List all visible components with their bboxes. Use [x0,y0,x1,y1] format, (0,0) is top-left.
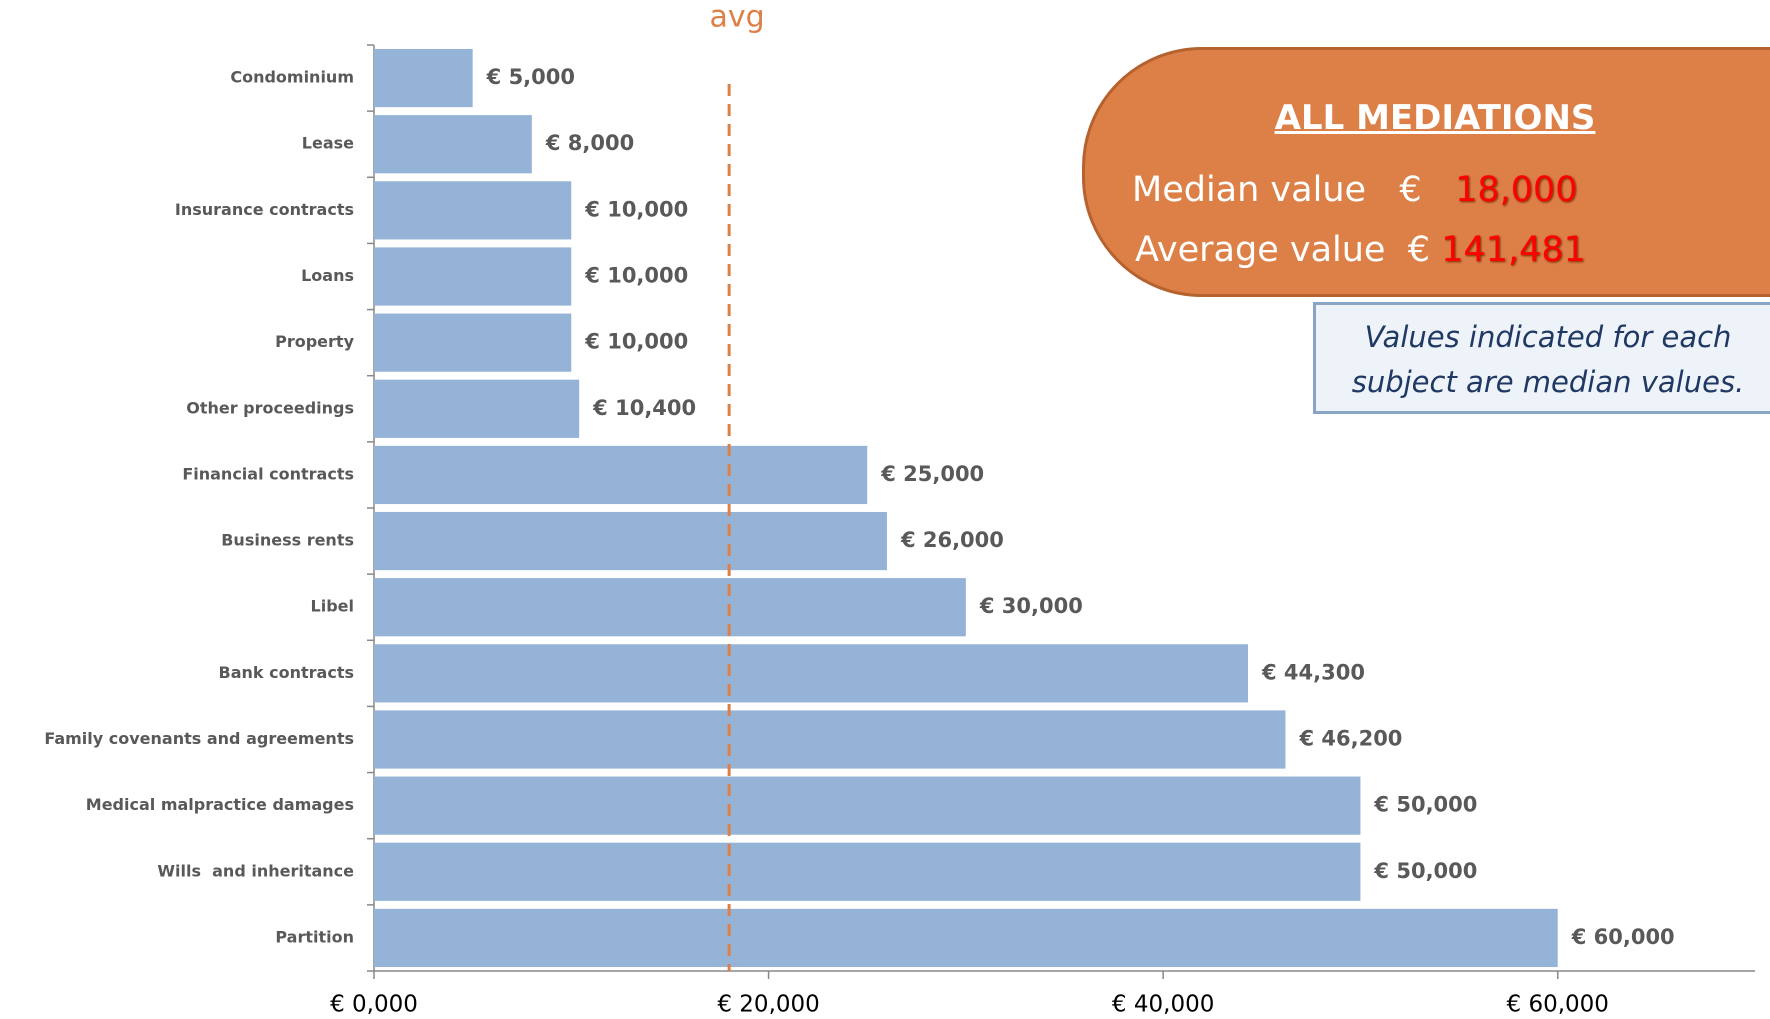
value-label: € 25,000 [880,462,984,486]
x-tick-label: € 20,000 [717,992,819,1018]
row-label: Average value [1135,230,1386,270]
bar [374,48,473,108]
y-tick-label: Insurance contracts [175,200,354,219]
note-line: subject are median values. [1351,365,1745,399]
bar [374,578,966,637]
row-value: 18,000 [1455,170,1578,210]
y-tick-label: Bank contracts [219,663,354,682]
x-tick-label: € 40,000 [1112,992,1214,1018]
note-box: Values indicated for each subject are me… [1313,302,1770,414]
y-tick-label: Financial contracts [182,464,354,483]
row-label: Median value [1132,170,1367,210]
y-tick-label: Condominium [230,68,354,87]
bar [374,776,1361,835]
bar [374,445,868,505]
bar [374,181,572,240]
value-label: € 10,000 [584,197,688,221]
y-tick-label: Lease [302,134,354,153]
value-label: € 10,000 [584,264,688,288]
bar [374,313,572,372]
value-label: € 30,000 [979,594,1083,618]
x-tick-label: € 0,000 [330,992,418,1018]
y-tick-label: Family covenants and agreements [44,729,354,748]
summary-panel: ALL MEDIATIONS Median value € 18,000 Ave… [1082,47,1770,297]
row-value: 141,481 [1441,230,1586,270]
y-tick-label: Business rents [221,531,354,550]
reference-label: avg [710,0,765,35]
y-tick-label: Property [275,332,354,351]
panel-row: Average value € 141,481 [1135,230,1586,270]
bar [374,379,580,438]
bar [374,710,1286,769]
value-label: € 8,000 [545,131,634,155]
value-label: € 5,000 [486,65,575,89]
x-tick-label: € 60,000 [1507,992,1609,1018]
row-currency: € [1407,230,1430,270]
value-label: € 10,400 [592,396,696,420]
value-label: € 46,200 [1298,727,1402,751]
bar [374,644,1248,703]
bar [374,115,532,174]
bar [374,908,1558,968]
y-tick-label: Wills and inheritance [157,861,354,880]
y-tick-label: Libel [311,597,354,616]
value-label: € 50,000 [1373,793,1477,817]
y-tick-label: Medical malpractice damages [86,795,354,814]
bar [374,842,1361,901]
value-label: € 44,300 [1261,660,1365,684]
value-label: € 10,000 [584,330,688,354]
row-currency: € [1399,170,1422,210]
bar [374,511,887,571]
y-tick-label: Partition [275,927,354,946]
y-tick-label: Loans [301,266,354,285]
note-line: Values indicated for each [1364,320,1732,354]
panel-row: Median value € 18,000 [1132,170,1578,210]
value-label: € 50,000 [1373,859,1477,883]
panel-title: ALL MEDIATIONS [1274,98,1596,138]
value-label: € 60,000 [1571,925,1675,949]
value-label: € 26,000 [900,528,1004,552]
bar [374,247,572,306]
y-tick-label: Other proceedings [186,398,354,417]
